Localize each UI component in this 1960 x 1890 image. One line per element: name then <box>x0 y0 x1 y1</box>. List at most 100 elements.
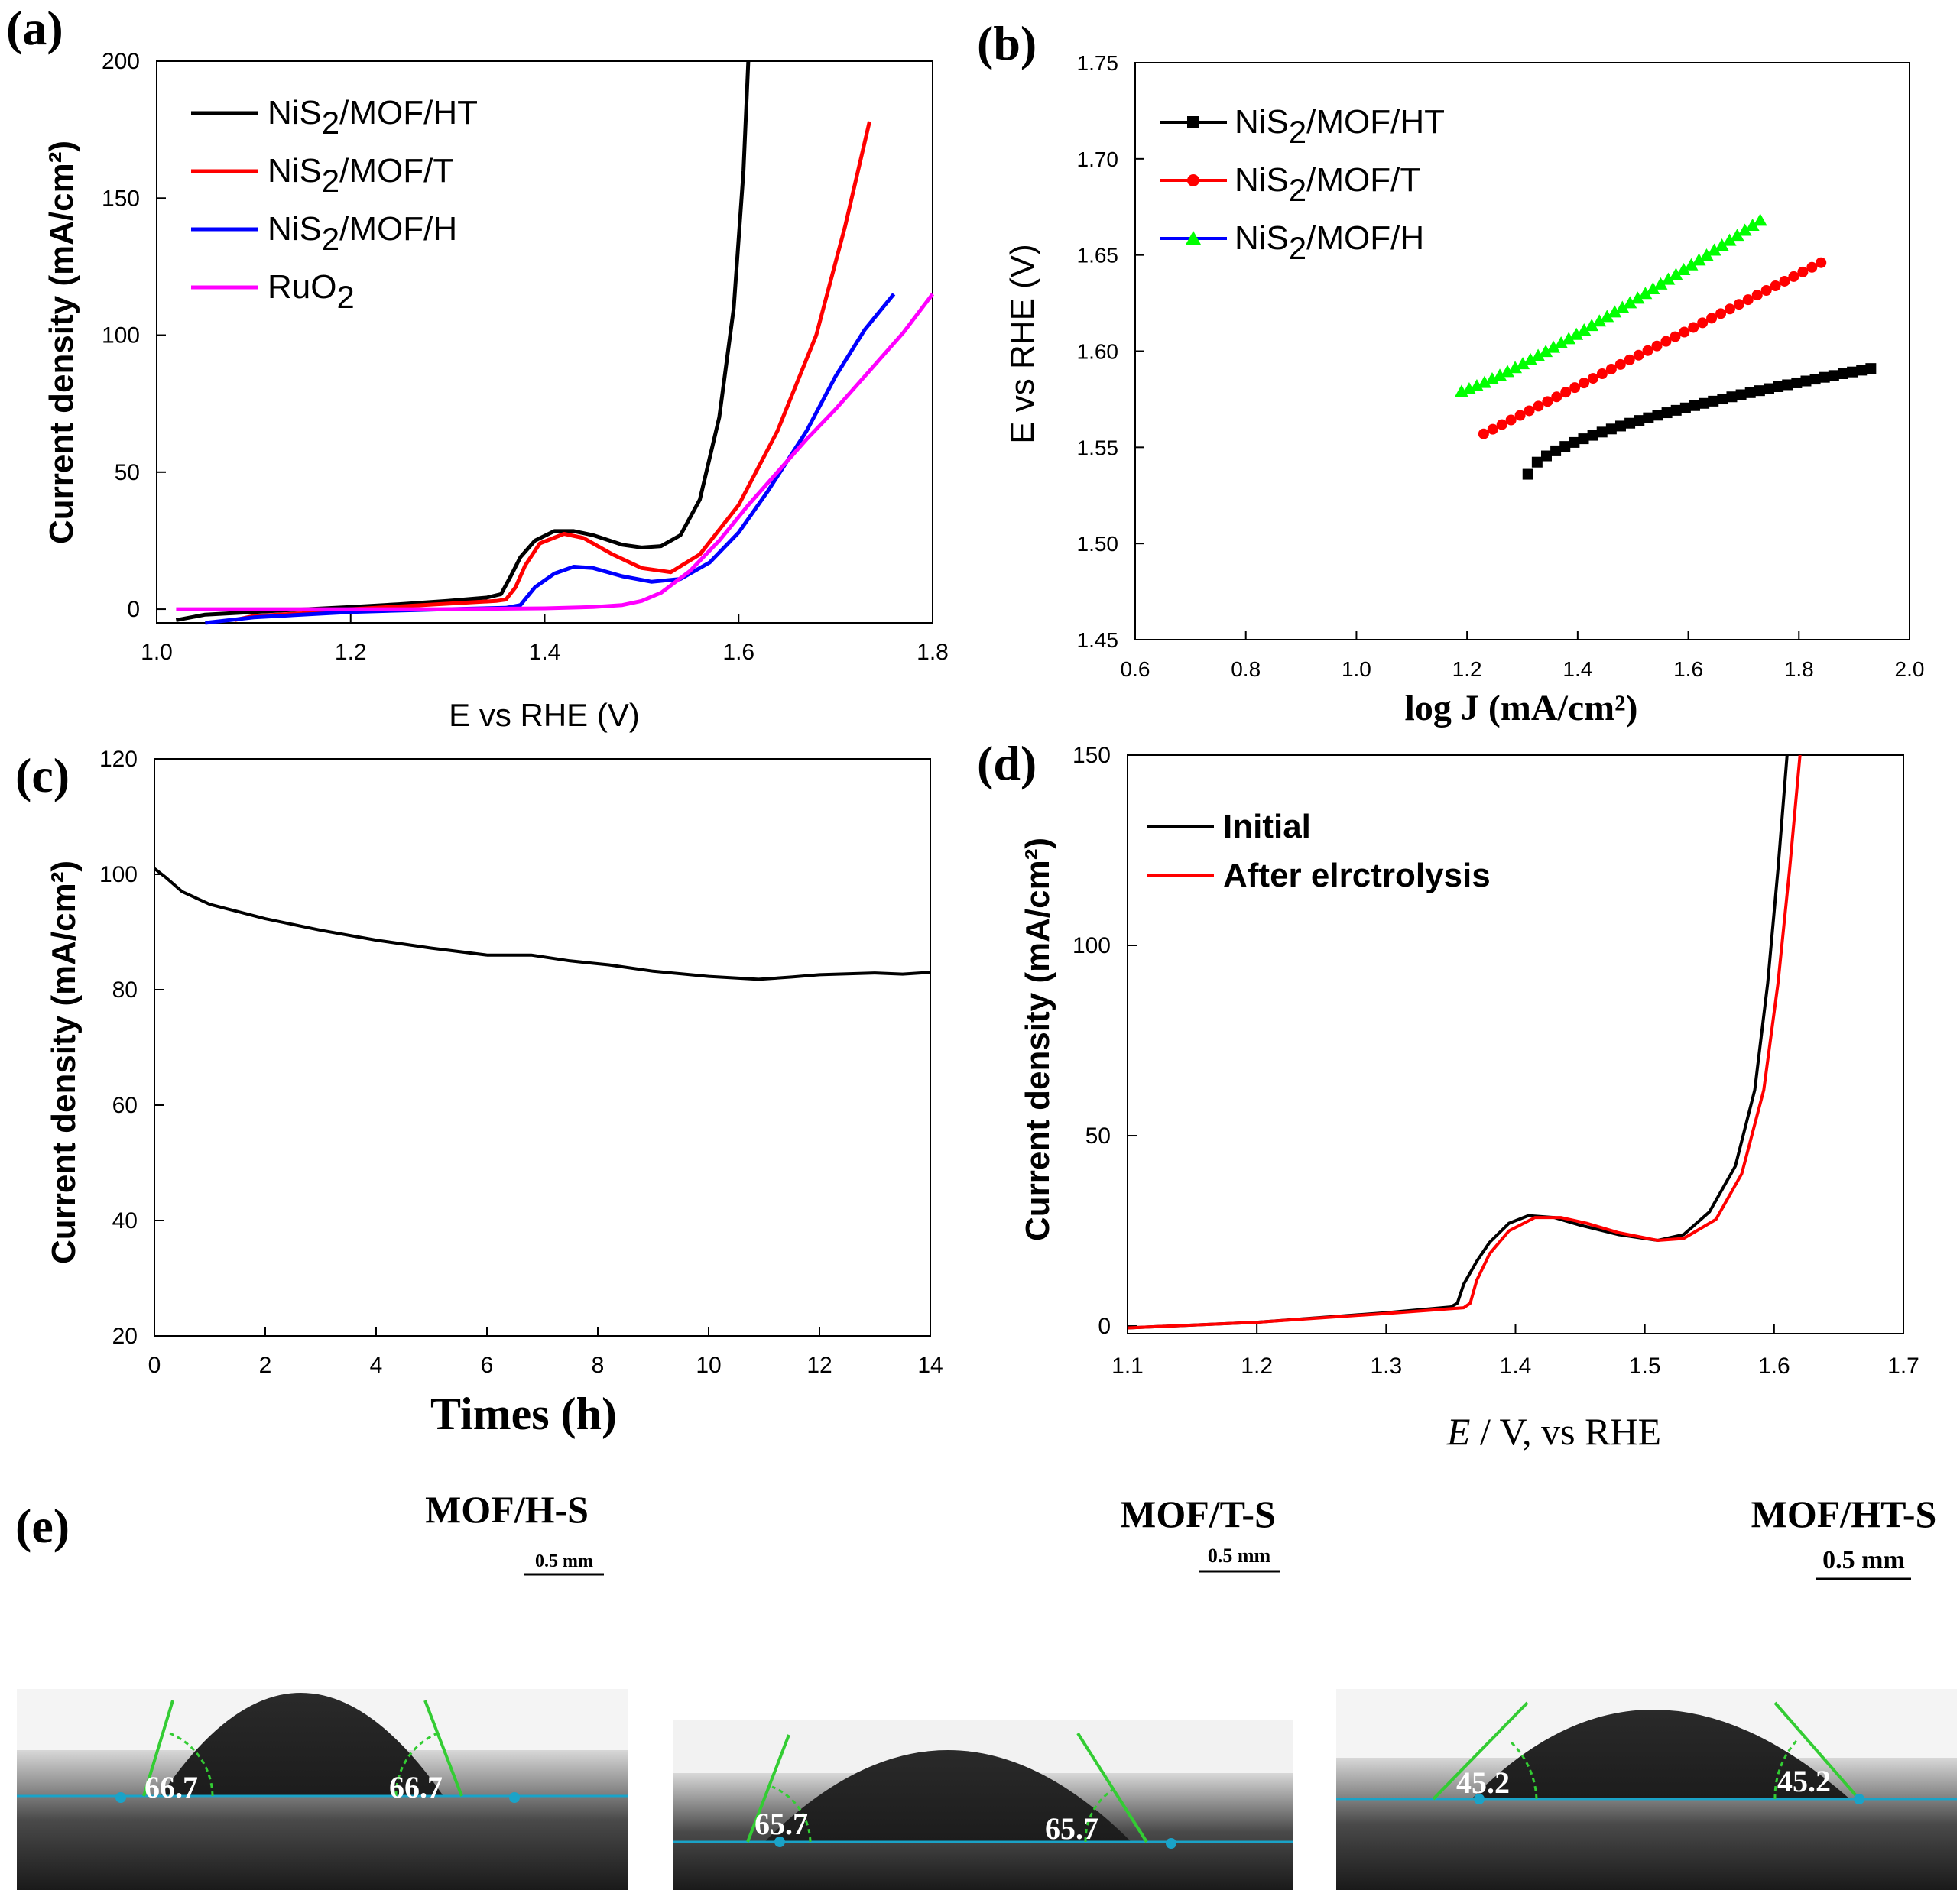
panel-b-marker-3 <box>1707 243 1721 256</box>
panel-b-marker-3 <box>1501 365 1515 378</box>
panel-c-y-tick-label: 80 <box>112 977 138 1003</box>
panel-b-marker-1 <box>1782 379 1793 391</box>
panel-b-marker-3 <box>1524 352 1538 365</box>
panel-b-marker-3 <box>1653 277 1668 290</box>
panel-a-legend: NiS2/MOF/HT NiS2/MOF/T NiS2/MOF/H RuO2 <box>191 94 478 315</box>
panel-a-series <box>175 60 934 625</box>
sample-2-arc-right <box>1084 1785 1118 1843</box>
panel-b-marker-3 <box>1669 267 1683 280</box>
panel-b-marker-3 <box>1600 310 1614 323</box>
panel-b-marker-1 <box>1689 400 1700 411</box>
panel-a-y-tick-label: 50 <box>115 460 140 485</box>
panel-b-marker-1 <box>1744 387 1756 398</box>
panel-d-y-tick-label: 150 <box>1072 743 1111 768</box>
panel-b-marker-1 <box>1809 374 1821 385</box>
sample-1-droplet <box>161 1693 443 1796</box>
sample-3-arc-left <box>1508 1739 1538 1800</box>
panel-b-marker-3 <box>1661 272 1676 285</box>
panel-b-marker-3 <box>1462 382 1476 395</box>
panel-b-marker-2 <box>1596 368 1608 380</box>
panel-a-y-ticks: 0 50 100 150 200 <box>102 49 166 622</box>
panel-b-marker-1 <box>1735 389 1747 400</box>
panel-b-marker-1 <box>1569 436 1580 448</box>
panel-c-y-tick-label: 120 <box>99 747 138 772</box>
panel-b-legend-marker-3 <box>1186 231 1201 245</box>
panel-b-marker-2 <box>1770 280 1781 292</box>
panel-c-x-tick-label: 2 <box>259 1353 272 1378</box>
panel-b-marker-3 <box>1638 287 1653 300</box>
panel-b-marker-3 <box>1469 378 1484 391</box>
panel-b-marker-3 <box>1715 238 1729 251</box>
panel-b-marker-2 <box>1733 299 1744 310</box>
panel-b-marker-3 <box>1554 336 1569 349</box>
panel-d-legend-label-2: After elrctrolysis <box>1223 857 1491 894</box>
panel-b-x-tick-label: 1.8 <box>1784 657 1814 681</box>
panel-b-x-ticks: 0.6 0.8 1.0 1.2 1.4 1.6 1.8 2.0 <box>1121 631 1925 681</box>
panel-a-legend-label-4: RuO2 <box>268 268 355 315</box>
sample-3-title: MOF/HT-S <box>1751 1493 1937 1535</box>
sample-2-tangent-left <box>746 1734 790 1843</box>
sample-3-droplet <box>1472 1710 1850 1799</box>
panel-b-marker-2 <box>1524 405 1535 417</box>
panel-b-legend-label-2: NiS2/MOF/T <box>1235 161 1420 208</box>
sample-1-point-left <box>115 1792 126 1803</box>
sample-2-point-right <box>1166 1838 1176 1849</box>
panel-b-marker-3 <box>1692 253 1706 266</box>
panel-b-marker-1 <box>1865 363 1877 374</box>
panel-a-x-axis-label: E vs RHE (V) <box>449 697 640 733</box>
contact-angle-sample-2: MOF/T-S 0.5 mm 65.7 65.7 <box>673 1493 1293 1890</box>
sample-1-title: MOF/H-S <box>425 1488 589 1531</box>
panel-b-marker-3 <box>1738 223 1752 236</box>
panel-b-marker-3 <box>1699 248 1714 261</box>
panel-b-marker-1 <box>1531 456 1543 468</box>
panel-b-marker-3 <box>1730 229 1744 242</box>
panel-e: (e) MOF/H-S 0.5 mm 66.7 66.7 MOF/T-S 0.5… <box>15 1488 1957 1890</box>
panel-b-marker-3 <box>1508 361 1523 374</box>
panel-b-x-tick-label: 2.0 <box>1895 657 1925 681</box>
sample-1-arc-left <box>169 1732 214 1797</box>
panel-c-x-tick-label: 6 <box>481 1353 494 1378</box>
panel-b-marker-1 <box>1763 383 1774 394</box>
panel-b-marker-3 <box>1676 263 1691 276</box>
panel-b-marker-3 <box>1722 233 1737 246</box>
panel-d-x-tick-label: 1.1 <box>1111 1353 1144 1379</box>
panel-d-x-tick-label: 1.5 <box>1629 1353 1661 1379</box>
panel-b-marker-1 <box>1837 368 1848 379</box>
panel-b: (b) 0.6 0.8 1.0 1.2 1.4 1.6 1.8 2.0 1.45 1.50 1.5… <box>977 16 1924 728</box>
panel-b-marker-2 <box>1478 428 1489 439</box>
panel-c-series-line-1 <box>153 867 931 981</box>
panel-c-series <box>153 867 931 981</box>
sample-3-angle-left: 45.2 <box>1456 1765 1510 1800</box>
panel-a-series-line-4 <box>176 293 934 611</box>
panel-b-marker-1 <box>1624 417 1636 429</box>
panel-b-marker-3 <box>1485 372 1499 385</box>
panel-b-marker-3 <box>1516 357 1530 370</box>
panel-b-marker-2 <box>1688 322 1699 333</box>
panel-a-plot-frame <box>156 60 933 624</box>
panel-b-marker-3 <box>1631 291 1645 304</box>
panel-b-marker-2 <box>1542 396 1553 407</box>
panel-b-marker-1 <box>1587 430 1598 441</box>
panel-b-marker-3 <box>1562 332 1576 345</box>
panel-b-marker-2 <box>1697 317 1709 329</box>
panel-b-marker-2 <box>1797 266 1809 277</box>
panel-b-marker-3 <box>1592 314 1607 327</box>
panel-b-y-tick-label: 1.75 <box>1077 51 1119 75</box>
panel-d-x-tick-label: 1.6 <box>1758 1353 1790 1379</box>
panel-c-y-ticks: 20 40 60 80 100 120 <box>99 747 164 1349</box>
panel-a: (a) 1.0 1.2 1.4 1.6 1.8 0 50 100 150 200 NiS2/MO… <box>6 1 949 733</box>
panel-b-x-tick-label: 0.8 <box>1231 657 1261 681</box>
panel-b-marker-2 <box>1579 378 1590 389</box>
panel-b-x-axis-label: log J (mA/cm²) <box>1405 688 1638 728</box>
sample-1-scale-label: 0.5 mm <box>535 1551 593 1571</box>
panel-c-x-tick-label: 0 <box>148 1353 161 1378</box>
panel-c-x-axis-label: Times (h) <box>430 1389 617 1439</box>
sample-1-tangent-left <box>142 1700 174 1797</box>
panel-d-y-tick-label: 50 <box>1085 1123 1111 1149</box>
panel-a-y-tick-label: 150 <box>102 186 140 211</box>
panel-a-x-tick-label: 1.8 <box>917 640 949 665</box>
panel-b-marker-2 <box>1751 290 1763 301</box>
sample-3-tangent-right <box>1773 1701 1861 1801</box>
panel-b-marker-2 <box>1788 271 1799 282</box>
panel-b-marker-3 <box>1753 213 1767 226</box>
